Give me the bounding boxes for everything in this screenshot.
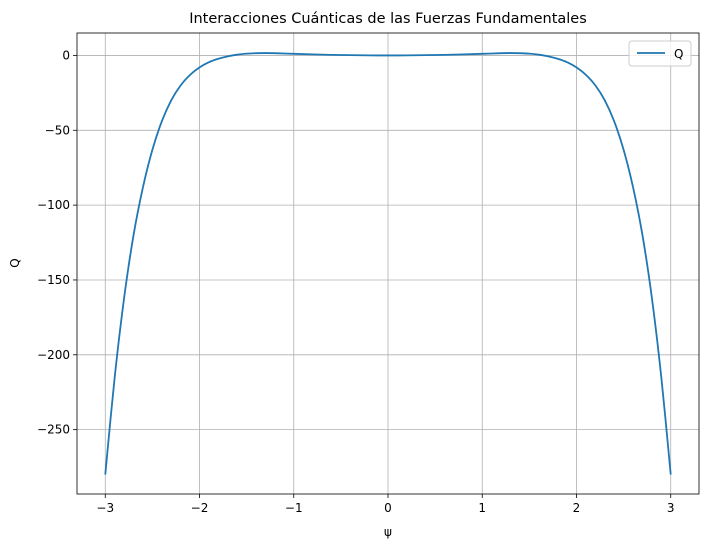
chart-title: Interacciones Cuánticas de las Fuerzas F… <box>189 11 587 27</box>
x-tick-label: −1 <box>285 501 303 515</box>
x-tick-label: 0 <box>384 501 392 515</box>
y-axis: 0 −50 −100 −150 −200 −250 <box>37 48 77 437</box>
x-tick-label: 1 <box>478 501 486 515</box>
legend-label-q: Q <box>674 47 683 61</box>
y-tick-label: −50 <box>45 123 70 137</box>
x-axis-label: ψ <box>384 525 392 539</box>
y-tick-label: 0 <box>62 48 70 62</box>
x-tick-label: −2 <box>191 501 209 515</box>
y-tick-label: −250 <box>37 423 70 437</box>
y-axis-label: Q <box>8 258 22 267</box>
y-tick-label: −150 <box>37 273 70 287</box>
x-axis: −3 −2 −1 0 1 2 3 <box>96 494 675 515</box>
x-tick-label: 2 <box>573 501 581 515</box>
y-tick-label: −100 <box>37 198 70 212</box>
y-tick-label: −200 <box>37 348 70 362</box>
legend: Q <box>628 40 692 67</box>
x-tick-label: 3 <box>667 501 675 515</box>
series-line-q <box>104 52 672 475</box>
x-tick-label: −3 <box>96 501 114 515</box>
series-group <box>104 52 672 475</box>
